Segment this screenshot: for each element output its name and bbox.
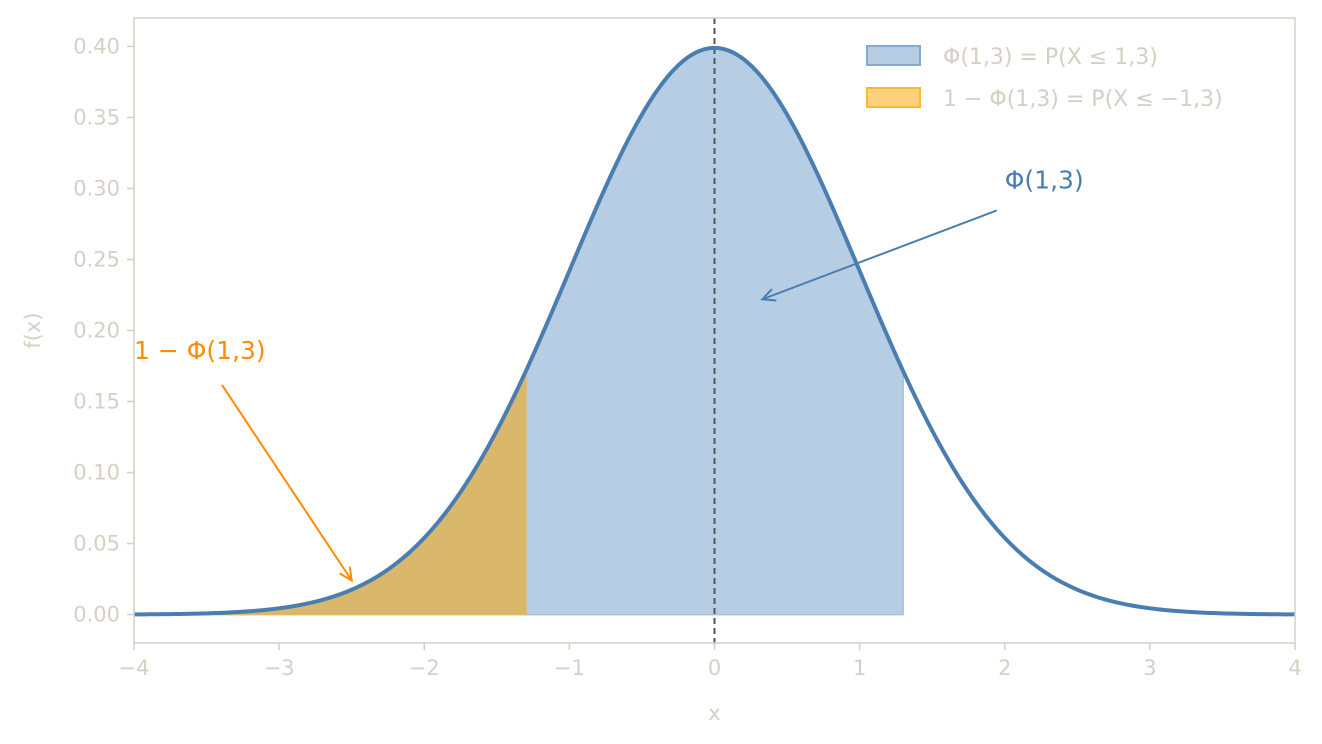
shaded-region-tail	[134, 370, 527, 616]
y-tick-label: 0.25	[73, 247, 120, 271]
x-tick-label: 0	[708, 656, 721, 680]
annotation-tail-label: 1 − Φ(1,3)	[134, 336, 266, 365]
legend-label: Φ(1,3) = P(X ≤ 1,3)	[943, 45, 1158, 70]
annotation-phi-arrow	[762, 209, 998, 301]
x-tick-label: 1	[853, 656, 866, 680]
x-tick-label: 4	[1288, 656, 1301, 680]
x-tick-label: 3	[1143, 656, 1156, 680]
legend-label: 1 − Φ(1,3) = P(X ≤ −1,3)	[943, 87, 1223, 112]
y-tick-label: 0.30	[73, 176, 120, 200]
x-axis-label: x	[708, 701, 720, 725]
annotation-tail-arrowhead	[339, 566, 353, 583]
pdf-curve	[134, 45, 1295, 617]
y-tick-label: 0.15	[73, 390, 120, 414]
y-tick-label: 0.20	[73, 319, 120, 343]
annotation-tail-arrow	[221, 384, 353, 582]
legend: Φ(1,3) = P(X ≤ 1,3) 1 − Φ(1,3) = P(X ≤ −1…	[866, 45, 1223, 112]
legend-swatch	[866, 87, 921, 108]
y-tick-label: 0.40	[73, 34, 120, 58]
x-tick-label: −2	[409, 656, 440, 680]
annotation-phi-label: Φ(1,3)	[1005, 165, 1084, 194]
x-tick-label: −3	[264, 656, 295, 680]
y-tick-label: 0.10	[73, 461, 120, 485]
y-tick-label: 0.00	[73, 603, 120, 627]
y-axis-label: f(x)	[21, 312, 45, 348]
x-tick-label: 2	[998, 656, 1011, 680]
x-tick-label: −4	[119, 656, 150, 680]
y-tick-label: 0.35	[73, 105, 120, 129]
annotation-phi-arrowhead	[760, 288, 777, 302]
x-tick-label: −1	[554, 656, 585, 680]
legend-swatch	[866, 45, 921, 66]
y-tick-label: 0.05	[73, 532, 120, 556]
